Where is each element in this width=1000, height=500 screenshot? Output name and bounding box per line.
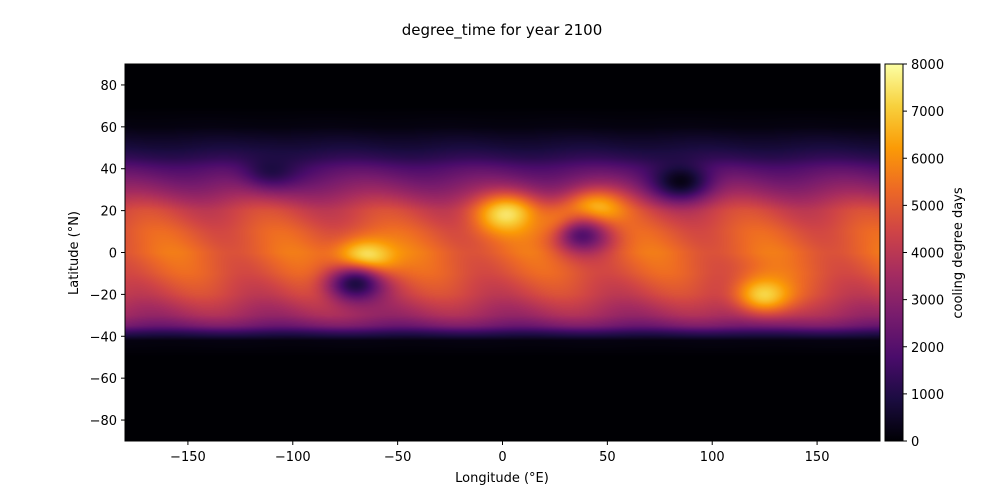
- colorbar-tick-label: 7000: [911, 105, 944, 120]
- x-tick-label: 100: [700, 450, 725, 465]
- colorbar-tick-label: 1000: [911, 388, 944, 403]
- y-axis-label: Latitude (°N): [67, 211, 82, 295]
- y-tick-label: −60: [90, 372, 117, 387]
- x-tick-label: −50: [384, 450, 411, 465]
- y-tick-label: 0: [109, 247, 117, 262]
- colorbar-label: cooling degree days: [951, 187, 966, 319]
- colorbar-bar: [884, 63, 904, 442]
- plot-area: [124, 63, 881, 442]
- x-tick-label: 150: [805, 450, 830, 465]
- colorbar-tick-label: 2000: [911, 341, 944, 356]
- x-tick-label: 0: [498, 450, 506, 465]
- y-tick-label: 40: [100, 163, 117, 178]
- x-axis: −150 −100 −50 0 50 100 150: [170, 441, 829, 465]
- colorbar-tick-label: 4000: [911, 247, 944, 262]
- heatmap-frame: [125, 64, 880, 441]
- x-tick-label: −100: [275, 450, 311, 465]
- colorbar-tick-label: 5000: [911, 199, 944, 214]
- y-axis: 80 60 40 20 0 −20 −40 −60 −80: [90, 79, 125, 429]
- colorbar-ticks: 0 1000 2000 3000 4000 5000 6000 7000 8000: [903, 58, 944, 450]
- heatmap-canvas: [125, 64, 880, 441]
- colorbar-tick-label: 8000: [911, 58, 944, 73]
- colorbar-tick-label: 0: [911, 435, 919, 450]
- y-tick-label: 60: [100, 121, 117, 136]
- y-tick-label: −20: [90, 288, 117, 303]
- y-tick-label: 80: [100, 79, 117, 94]
- x-axis-label: Longitude (°E): [455, 471, 549, 486]
- colorbar-tick-label: 6000: [911, 152, 944, 167]
- x-tick-label: −150: [170, 450, 206, 465]
- chart-title: degree_time for year 2100: [402, 21, 603, 40]
- colorbar-tick-label: 3000: [911, 294, 944, 309]
- x-tick-label: 50: [599, 450, 616, 465]
- y-tick-label: 20: [100, 205, 117, 220]
- colorbar: 0 1000 2000 3000 4000 5000 6000 7000 8000: [884, 58, 944, 450]
- y-tick-label: −40: [90, 330, 117, 345]
- y-tick-label: −80: [90, 414, 117, 429]
